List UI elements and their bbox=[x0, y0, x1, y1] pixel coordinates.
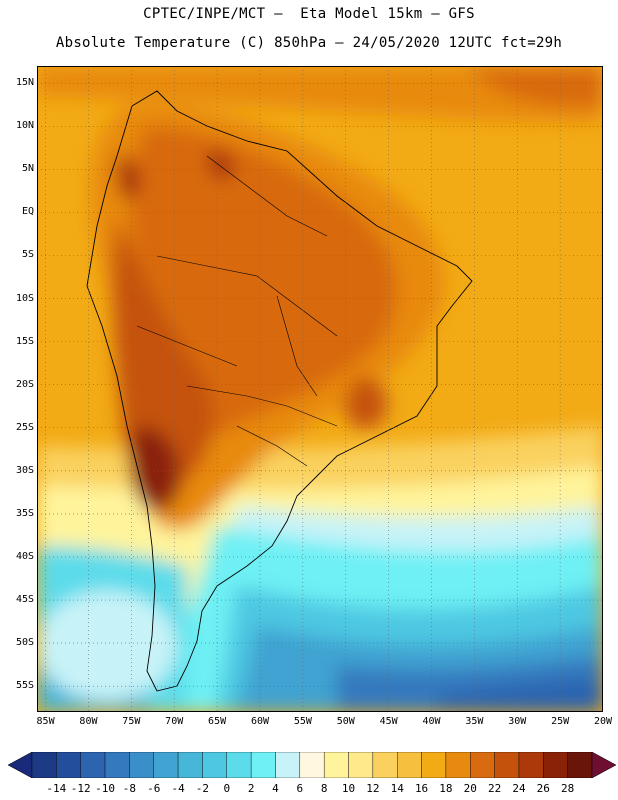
lon-tick-label: 75W bbox=[122, 716, 141, 727]
coastline bbox=[86, 90, 473, 692]
colorbar-swatch bbox=[323, 752, 349, 778]
lon-tick-label: 25W bbox=[551, 716, 570, 727]
colorbar-swatch bbox=[421, 752, 447, 778]
lat-tick-label: EQ bbox=[21, 206, 34, 218]
colorbar-swatch bbox=[372, 752, 398, 778]
lon-tick-label: 50W bbox=[336, 716, 355, 727]
lat-tick-label: 15N bbox=[15, 77, 34, 89]
lat-tick-label: 10S bbox=[15, 292, 34, 304]
colorbar-tick-label: 0 bbox=[223, 782, 231, 795]
temperature-map bbox=[37, 66, 603, 712]
colorbar-swatch bbox=[348, 752, 374, 778]
colorbar-swatch bbox=[397, 752, 422, 778]
colorbar-tick-label: 6 bbox=[296, 782, 304, 795]
colorbar-tick-label: 8 bbox=[320, 782, 328, 795]
colorbar-tick-label: 4 bbox=[272, 782, 279, 795]
lon-tick-label: 70W bbox=[165, 716, 184, 727]
lat-tick-label: 35S bbox=[15, 507, 34, 519]
colorbar-low-arrow bbox=[8, 752, 33, 778]
colorbar-tick-label: 14 bbox=[390, 782, 404, 795]
lat-tick-label: 50S bbox=[15, 637, 34, 649]
colorbar-swatch bbox=[31, 752, 57, 778]
colorbar-tick-label: 24 bbox=[512, 782, 526, 795]
colorbar-swatch bbox=[129, 752, 154, 778]
lat-tick-label: 45S bbox=[15, 594, 34, 606]
lat-tick-label: 5S bbox=[21, 249, 34, 261]
lon-tick-label: 45W bbox=[379, 716, 398, 727]
country-borders bbox=[136, 155, 338, 467]
colorbar-swatch bbox=[250, 752, 276, 778]
colorbar-swatch bbox=[445, 752, 471, 778]
colorbar-swatch bbox=[104, 752, 130, 778]
colorbar-tick-label: -14 bbox=[46, 782, 67, 795]
lon-tick-label: 55W bbox=[293, 716, 312, 727]
colorbar-tick-label: 10 bbox=[341, 782, 356, 795]
lat-tick-label: 30S bbox=[15, 464, 34, 476]
colorbar-swatch bbox=[202, 752, 227, 778]
colorbar-tick-label: -12 bbox=[70, 782, 91, 795]
colorbar-tick-label: 20 bbox=[463, 782, 477, 795]
colorbar-tick-label: 16 bbox=[414, 782, 429, 795]
lon-tick-label: 35W bbox=[465, 716, 484, 727]
colorbar-swatch bbox=[56, 752, 81, 778]
map-title: CPTEC/INPE/MCT – Eta Model 15km – GFS bbox=[143, 6, 475, 22]
lat-tick-label: 20S bbox=[15, 378, 34, 390]
lon-tick-label: 20W bbox=[593, 716, 613, 727]
lon-tick-label: 40W bbox=[422, 716, 441, 727]
colorbar-tick-label: -10 bbox=[95, 782, 115, 795]
lon-tick-label: 60W bbox=[250, 716, 269, 727]
colorbar-swatch bbox=[299, 752, 325, 778]
colorbar-swatch bbox=[177, 752, 203, 778]
colorbar-tick-label: 28 bbox=[561, 782, 575, 795]
colorbar-high-arrow bbox=[591, 752, 616, 778]
colorbar-tick-label: -8 bbox=[122, 782, 137, 795]
map-subtitle: Absolute Temperature (C) 850hPa – 24/05/… bbox=[55, 35, 563, 51]
lat-tick-label: 5N bbox=[21, 163, 34, 175]
colorbar-swatch bbox=[275, 752, 301, 778]
colorbar-swatch bbox=[470, 752, 495, 778]
lat-tick-label: 15S bbox=[15, 335, 34, 347]
colorbar-swatch bbox=[567, 752, 593, 778]
colorbar-tick-label: -6 bbox=[147, 782, 161, 795]
lat-tick-label: 25S bbox=[15, 421, 34, 433]
lon-tick-label: 85W bbox=[36, 716, 55, 727]
colorbar-tick-label: 22 bbox=[487, 782, 502, 795]
colorbar-swatch bbox=[543, 752, 568, 778]
lat-tick-label: 40S bbox=[15, 550, 34, 562]
colorbar-swatch bbox=[518, 752, 544, 778]
colorbar-tick-label: 12 bbox=[366, 782, 380, 795]
lon-tick-label: 65W bbox=[208, 716, 227, 727]
colorbar-swatch bbox=[153, 752, 179, 778]
lon-tick-label: 30W bbox=[508, 716, 527, 727]
colorbar-tick-label: -4 bbox=[171, 782, 185, 795]
lat-tick-label: 10N bbox=[15, 120, 34, 132]
colorbar-swatch bbox=[226, 752, 252, 778]
colorbar-tick-label: -2 bbox=[195, 782, 210, 795]
lon-tick-label: 80W bbox=[79, 716, 98, 727]
colorbar bbox=[8, 752, 616, 778]
colorbar-swatch bbox=[80, 752, 106, 778]
colorbar-tick-label: 26 bbox=[536, 782, 550, 795]
lat-tick-label: 55S bbox=[15, 680, 34, 692]
colorbar-swatch bbox=[494, 752, 520, 778]
colorbar-tick-label: 2 bbox=[247, 782, 255, 795]
colorbar-tick-label: 18 bbox=[439, 782, 453, 795]
